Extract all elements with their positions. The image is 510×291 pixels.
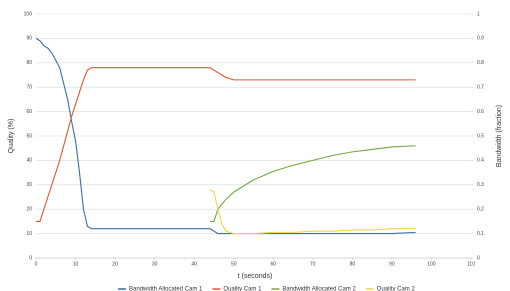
y-tick-label: 30 <box>26 182 32 188</box>
y-tick-label: 40 <box>26 158 32 164</box>
y2-tick-label: 0.3 <box>477 182 484 188</box>
y2-tick-label: 1 <box>477 11 480 17</box>
x-tick-label: 30 <box>152 261 158 267</box>
x-axis-title: t (seconds) <box>238 273 273 280</box>
y-tick-label: 80 <box>26 60 32 66</box>
x-tick-label: 100 <box>427 261 436 267</box>
y2-tick-label: 0.1 <box>477 231 484 237</box>
x-tick-label: 60 <box>270 261 276 267</box>
y-tick-label: 10 <box>26 231 32 237</box>
y-tick-label: 70 <box>26 85 32 91</box>
y-tick-label: 100 <box>24 11 33 17</box>
x-tick-label: 80 <box>350 261 356 267</box>
series-line <box>36 67 416 222</box>
y-tick-label: 0 <box>29 255 32 261</box>
x-tick-label: 40 <box>191 261 197 267</box>
y-axis-title: Quality (%) <box>8 119 15 154</box>
legend-label: Bandwidth Allocated Cam 1 <box>129 287 203 291</box>
legend-label: Quality Cam 2 <box>377 287 416 291</box>
x-tick-label: 110 <box>467 261 475 267</box>
y-tick-label: 90 <box>26 36 32 42</box>
x-tick-label: 70 <box>310 261 316 267</box>
y-tick-label: 20 <box>26 207 32 213</box>
y2-tick-label: 0.2 <box>477 207 484 213</box>
y2-tick-label: 0.5 <box>477 133 484 139</box>
y2-tick-label: 0.9 <box>477 36 484 42</box>
x-tick-label: 90 <box>389 261 395 267</box>
y2-axis-title: Bandwidth (fraction) <box>496 105 503 167</box>
series-line <box>209 189 416 235</box>
x-tick-label: 0 <box>35 261 38 267</box>
x-tick-label: 50 <box>231 261 237 267</box>
legend-label: Bandwidth Allocated Cam 2 <box>282 287 356 291</box>
y2-tick-label: 0.7 <box>477 85 484 91</box>
y2-tick-label: 0.6 <box>477 109 484 115</box>
y2-tick-label: 0.8 <box>477 60 484 66</box>
y-tick-label: 50 <box>26 133 32 139</box>
y2-tick-label: 0.4 <box>477 158 484 164</box>
series-line <box>35 37 416 235</box>
x-tick-label: 10 <box>73 261 79 267</box>
y-tick-label: 60 <box>26 109 32 115</box>
y2-tick-label: 0 <box>477 255 480 261</box>
legend-label: Quality Cam 1 <box>223 287 262 291</box>
x-tick-label: 20 <box>112 261 118 267</box>
series-line <box>210 145 416 222</box>
